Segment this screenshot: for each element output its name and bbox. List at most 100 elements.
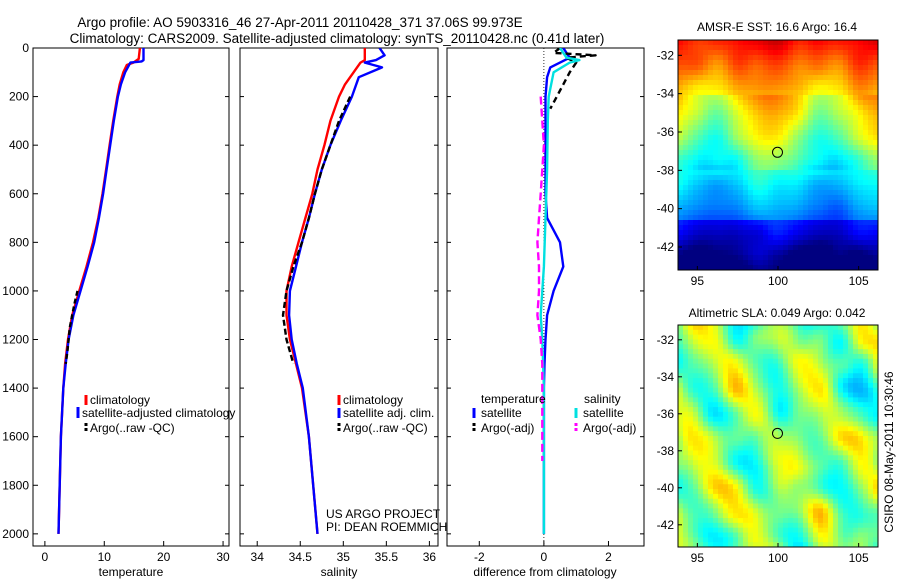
heatmap-cell (688, 165, 694, 171)
heatmap-cell (858, 416, 864, 422)
heatmap-cell (823, 75, 829, 81)
heatmap-cell (683, 125, 689, 131)
heatmap-cell (718, 522, 724, 529)
heatmap-cell (833, 508, 839, 514)
heatmap-cell (738, 130, 744, 136)
heatmap-cell (708, 40, 714, 46)
heatmap-cell (733, 155, 739, 161)
heatmap-cell (708, 349, 714, 355)
heatmap-cell (713, 100, 719, 106)
heatmap-cell (783, 240, 789, 246)
heatmap-cell (868, 230, 874, 236)
heatmap-cell (783, 334, 789, 340)
heatmap-cell (678, 70, 684, 76)
heatmap-cell (873, 382, 879, 389)
heatmap-cell (718, 130, 724, 136)
heatmap-cell (868, 110, 874, 116)
heatmap-cell (748, 436, 754, 442)
heatmap-cell (753, 55, 759, 61)
heatmap-cell (828, 513, 834, 519)
heatmap-cell (743, 397, 749, 403)
heatmap-cell (873, 85, 879, 91)
heatmap-cell (823, 40, 829, 46)
heatmap-cell (873, 455, 879, 461)
heatmap-cell (708, 503, 714, 509)
heatmap-cell (713, 358, 719, 365)
heatmap-cell (788, 120, 794, 126)
heatmap-cell (803, 185, 809, 191)
heatmap-cell (733, 542, 739, 548)
heatmap-cell (783, 503, 789, 509)
heatmap-cell (718, 358, 724, 365)
heatmap-cell (708, 55, 714, 61)
heatmap-cell (728, 105, 734, 111)
heatmap-cell (778, 215, 784, 221)
heatmap-cell (858, 532, 864, 538)
heatmap-cell (688, 431, 694, 437)
heatmap-cell (738, 45, 744, 51)
heatmap-cell (838, 392, 844, 398)
heatmap-cell (753, 225, 759, 231)
heatmap-cell (728, 250, 734, 256)
heatmap-cell (783, 363, 789, 369)
heatmap-cell (793, 180, 799, 186)
heatmap-cell (828, 416, 834, 422)
heatmap-cell (853, 130, 859, 136)
heatmap-cell (843, 464, 849, 471)
heatmap-cell (773, 503, 779, 509)
heatmap-cell (828, 125, 834, 131)
heatmap-cell (683, 474, 689, 480)
heatmap-cell (873, 464, 879, 471)
heatmap-cell (768, 431, 774, 437)
heatmap-cell (738, 503, 744, 509)
heatmap-cell (788, 255, 794, 261)
heatmap-cell (818, 498, 824, 504)
heatmap-cell (708, 105, 714, 111)
heatmap-cell (753, 160, 759, 166)
heatmap-cell (728, 411, 734, 418)
heatmap-cell (743, 508, 749, 514)
heatmap-cell (728, 145, 734, 151)
heatmap-cell (738, 479, 744, 485)
heatmap-cell (733, 210, 739, 216)
heatmap-cell (873, 436, 879, 442)
heatmap-cell (803, 65, 809, 71)
heatmap-cell (793, 135, 799, 141)
heatmap-cell (713, 445, 719, 451)
heatmap-cell (773, 373, 779, 379)
heatmap-cell (793, 260, 799, 266)
heatmap-cell (798, 185, 804, 191)
heatmap-cell (723, 542, 729, 548)
heatmap-cell (713, 135, 719, 141)
heatmap-cell (678, 474, 684, 480)
heatmap-cell (773, 440, 779, 447)
heatmap-cell (748, 416, 754, 422)
heatmap-cell (843, 397, 849, 403)
heatmap-cell (798, 489, 804, 495)
heatmap-cell (853, 464, 859, 471)
heatmap-cell (743, 411, 749, 418)
heatmap-cell (838, 537, 844, 543)
heatmap-cell (678, 363, 684, 369)
heatmap-cell (728, 349, 734, 355)
heatmap-cell (808, 140, 814, 146)
heatmap-cell (818, 160, 824, 166)
heatmap-cell (863, 220, 869, 226)
heatmap-cell (688, 349, 694, 355)
heatmap-cell (828, 75, 834, 81)
heatmap-cell (868, 537, 874, 543)
heatmap-cell (798, 255, 804, 261)
heatmap-cell (788, 489, 794, 495)
temperature-series (57, 48, 145, 534)
heatmap-cell (728, 55, 734, 61)
heatmap-cell (718, 125, 724, 131)
x-tick-label: 30 (216, 550, 230, 564)
heatmap-cell (738, 55, 744, 61)
heatmap-cell (748, 65, 754, 71)
heatmap-cell (763, 518, 769, 524)
heatmap-cell (853, 325, 859, 331)
heatmap-cell (713, 387, 719, 393)
heatmap-cell (853, 230, 859, 236)
heatmap-cell (693, 344, 699, 350)
heatmap-cell (688, 50, 694, 56)
